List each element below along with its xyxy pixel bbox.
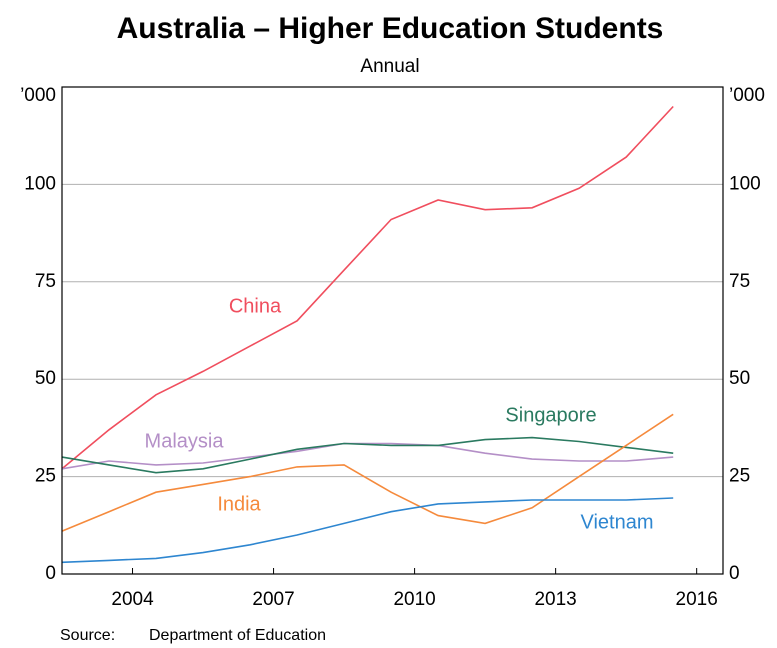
x-tick-label: 2004 [111,589,154,610]
y-unit-right: ’000 [729,85,765,106]
series-line [61,413,674,532]
y-tick-label: 0 [45,563,56,584]
series-line [61,442,674,470]
plot-frame [61,86,724,575]
y-tick-label: 75 [35,271,56,292]
series-label: Malaysia [145,430,225,452]
x-tick-label: 2010 [393,589,435,610]
x-tick-label: 2013 [534,589,576,610]
y2-tick-label: 25 [729,466,750,487]
series-label: China [229,295,282,317]
chart-title: Australia – Higher Education Students [117,12,664,45]
y2-tick-label: 75 [729,271,750,292]
series-line [61,105,674,470]
x-tick-label: 2007 [252,589,294,610]
x-tick-label: 2016 [676,589,718,610]
series-line [61,497,674,564]
series-line [61,436,674,474]
source-label: Source: [60,627,115,644]
series-label: India [217,493,261,515]
chart-subtitle: Annual [360,56,419,77]
source: Department of Education [149,627,326,644]
y-tick-label: 50 [35,368,56,389]
y2-tick-label: 100 [729,173,761,194]
y-unit-left: ’000 [20,85,56,106]
series-label: Vietnam [580,511,653,533]
y2-tick-label: 50 [729,368,750,389]
y-tick-label: 100 [24,173,56,194]
series-label: Singapore [505,404,596,426]
y-tick-label: 25 [35,466,56,487]
y2-tick-label: 0 [729,563,740,584]
